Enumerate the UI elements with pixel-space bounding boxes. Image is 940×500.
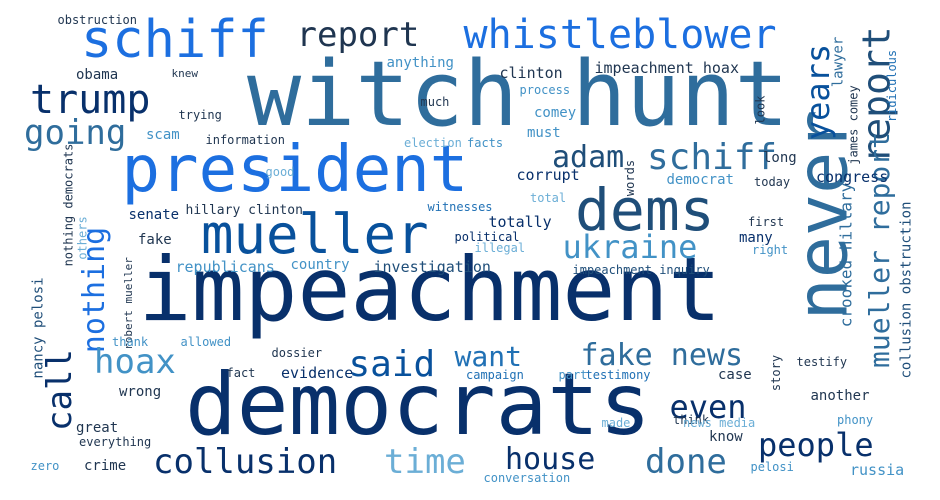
word-obama: obama	[76, 67, 119, 83]
word-crooked-hillary: crooked hillary	[835, 182, 855, 328]
word-facts: facts	[467, 136, 504, 150]
word-impeachment-inquiry: impeachment inquiry	[572, 263, 710, 277]
word-phony: phony	[837, 413, 874, 427]
word-knew: knew	[171, 66, 199, 80]
word-evidence: evidence	[281, 363, 354, 382]
word-everything: everything	[79, 435, 152, 449]
word-news-media: news media	[683, 416, 756, 430]
word-even: even	[669, 388, 747, 426]
word-trump: trump	[30, 77, 151, 123]
word-story: story	[769, 354, 784, 392]
word-must: must	[527, 125, 561, 141]
word-campaign: campaign	[466, 368, 524, 382]
word-fake: fake	[138, 232, 172, 248]
word-going: going	[24, 113, 127, 153]
word-fact: fact	[226, 366, 256, 380]
word-want: want	[454, 340, 522, 373]
word-house: house	[505, 442, 596, 477]
word-hillary-clinton: hillary clinton	[185, 202, 303, 218]
word-senate: senate	[128, 207, 180, 223]
word-democrats: democrats	[185, 355, 651, 455]
word-call: call	[39, 349, 80, 431]
word-look: look	[752, 95, 767, 125]
word-crime: crime	[84, 458, 127, 474]
word-pelosi: pelosi	[750, 460, 794, 474]
word-investigation: investigation	[373, 257, 491, 276]
word-adam: adam	[552, 140, 625, 175]
word-conversation: conversation	[483, 471, 571, 485]
word-many: many	[739, 230, 773, 246]
word-total: total	[530, 191, 567, 205]
word-part: part	[558, 368, 588, 382]
word-ukraine: ukraine	[562, 228, 698, 266]
word-mueller: mueller	[201, 203, 429, 266]
word-process: process	[519, 83, 571, 97]
word-scam: scam	[146, 127, 180, 143]
word-done: done	[645, 442, 727, 482]
word-wrong: wrong	[119, 384, 162, 400]
word-hoax: hoax	[94, 342, 176, 382]
word-another: another	[810, 388, 870, 404]
word-president: president	[121, 133, 469, 207]
word-clinton: clinton	[499, 63, 563, 82]
word-dossier: dossier	[271, 346, 323, 360]
word-witnesses: witnesses	[427, 200, 493, 214]
word-republicans: republicans	[175, 257, 275, 276]
word-congress: congress	[816, 167, 889, 186]
word-made: made	[601, 416, 631, 430]
word-country: country	[290, 257, 350, 273]
word-right: right	[752, 243, 789, 257]
word-comey: comey	[534, 105, 577, 121]
word-russia: russia	[850, 460, 905, 479]
word-collusion-obstruction: collusion obstruction	[898, 201, 915, 379]
word-collusion: collusion	[153, 442, 338, 482]
word-much: much	[420, 95, 450, 109]
word-trying: trying	[178, 108, 222, 122]
word-allowed: allowed	[180, 335, 232, 349]
word-james-comey: james comey	[846, 85, 861, 165]
word-testify: testify	[796, 355, 848, 369]
word-time: time	[384, 442, 466, 482]
word-impeachment: impeachment	[138, 238, 722, 341]
word-information: information	[205, 133, 285, 147]
word-said: said	[348, 344, 436, 385]
word-fake-news: fake news	[580, 338, 744, 373]
word-great: great	[76, 420, 119, 436]
word-know: know	[709, 429, 743, 445]
word-people: people	[758, 426, 874, 464]
word-zero: zero	[30, 459, 60, 473]
word-nancy-pelosi: nancy pelosi	[30, 277, 47, 379]
word-schiff: schiff	[647, 137, 778, 178]
word-dems: dems	[575, 176, 715, 244]
word-witch-hunt: witch hunt	[247, 42, 789, 147]
word-testimony: testimony	[585, 368, 651, 382]
word-schiff: schiff	[81, 10, 269, 70]
word-obstruction: obstruction	[57, 13, 137, 27]
word-today: today	[754, 175, 791, 189]
word-nothing-democrats: nothing democrats	[60, 143, 75, 267]
word-others: others	[75, 216, 90, 260]
word-long: long	[763, 150, 797, 166]
word-report: report	[296, 15, 420, 55]
word-first: first	[748, 215, 785, 229]
word-ridiculous: ridiculous	[885, 49, 900, 123]
word-case: case	[718, 367, 752, 383]
word-political: political	[454, 230, 520, 244]
word-think: think	[673, 413, 710, 427]
word-democrat: democrat	[666, 172, 734, 188]
word-lawyer: lawyer	[829, 36, 846, 88]
word-totally: totally	[488, 212, 552, 231]
word-thank: thank	[112, 335, 149, 349]
word-words: words	[623, 159, 638, 197]
word-anything: anything	[386, 55, 454, 71]
word-good: good	[265, 165, 295, 179]
word-illegal: illegal	[474, 241, 526, 255]
word-whistleblower: whistleblower	[463, 12, 777, 58]
word-corrupt: corrupt	[516, 165, 580, 184]
word-impeachment-hoax: impeachment hoax	[594, 58, 740, 77]
word-election: election	[404, 136, 462, 150]
